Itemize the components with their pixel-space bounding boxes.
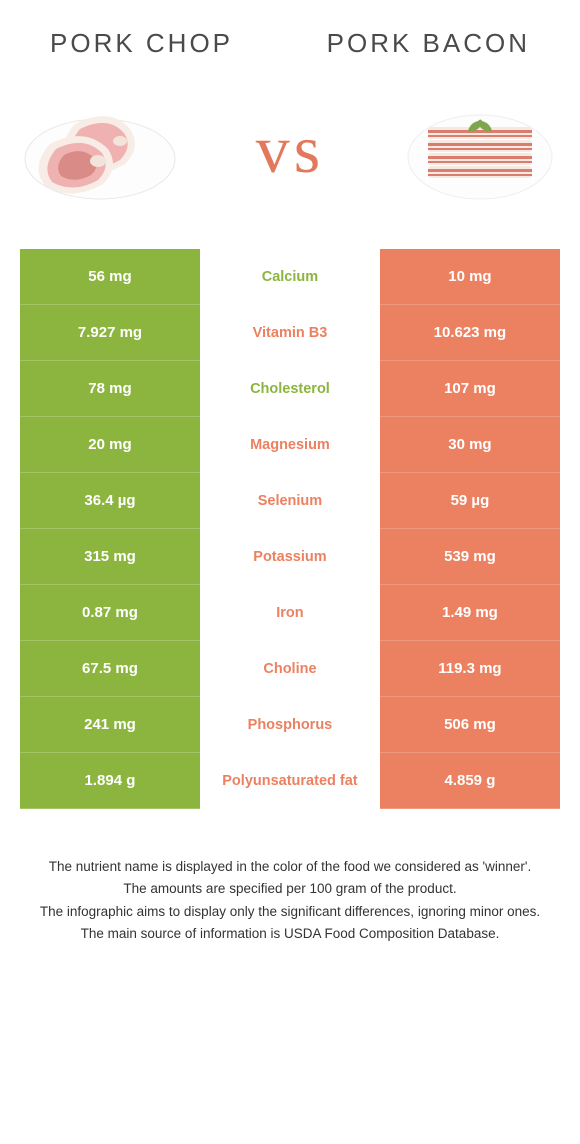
value-left: 56 mg — [20, 249, 200, 305]
table-row: 36.4 µgSelenium59 µg — [20, 473, 560, 529]
footer-line: The main source of information is USDA F… — [36, 924, 544, 944]
value-left: 241 mg — [20, 697, 200, 753]
value-left: 315 mg — [20, 529, 200, 585]
value-right: 59 µg — [380, 473, 560, 529]
footer-line: The amounts are specified per 100 gram o… — [36, 879, 544, 899]
vs-label: vs — [256, 110, 324, 189]
footer-line: The nutrient name is displayed in the co… — [36, 857, 544, 877]
value-left: 36.4 µg — [20, 473, 200, 529]
nutrient-label: Iron — [200, 585, 380, 641]
table-row: 7.927 mgVitamin B310.623 mg — [20, 305, 560, 361]
value-right: 1.49 mg — [380, 585, 560, 641]
nutrient-label: Magnesium — [200, 417, 380, 473]
value-right: 506 mg — [380, 697, 560, 753]
nutrient-label: Calcium — [200, 249, 380, 305]
value-left: 20 mg — [20, 417, 200, 473]
footer-notes: The nutrient name is displayed in the co… — [0, 809, 580, 944]
nutrient-label: Selenium — [200, 473, 380, 529]
table-row: 241 mgPhosphorus506 mg — [20, 697, 560, 753]
value-right: 30 mg — [380, 417, 560, 473]
value-left: 1.894 g — [20, 753, 200, 809]
table-row: 56 mgCalcium10 mg — [20, 249, 560, 305]
value-right: 4.859 g — [380, 753, 560, 809]
table-row: 20 mgMagnesium30 mg — [20, 417, 560, 473]
nutrient-label: Potassium — [200, 529, 380, 585]
table-row: 1.894 gPolyunsaturated fat4.859 g — [20, 753, 560, 809]
value-right: 539 mg — [380, 529, 560, 585]
title-left: Pork chop — [50, 28, 233, 59]
pork-bacon-image — [400, 89, 560, 209]
table-row: 67.5 mgCholine119.3 mg — [20, 641, 560, 697]
table-row: 0.87 mgIron1.49 mg — [20, 585, 560, 641]
footer-line: The infographic aims to display only the… — [36, 902, 544, 922]
nutrient-label: Phosphorus — [200, 697, 380, 753]
nutrient-label: Vitamin B3 — [200, 305, 380, 361]
comparison-table: 56 mgCalcium10 mg7.927 mgVitamin B310.62… — [20, 249, 560, 809]
pork-chop-image — [20, 89, 180, 209]
title-right: Pork bacon — [327, 28, 530, 59]
table-row: 315 mgPotassium539 mg — [20, 529, 560, 585]
table-row: 78 mgCholesterol107 mg — [20, 361, 560, 417]
nutrient-label: Choline — [200, 641, 380, 697]
value-right: 119.3 mg — [380, 641, 560, 697]
header: Pork chop Pork bacon — [0, 0, 580, 69]
value-left: 67.5 mg — [20, 641, 200, 697]
value-left: 78 mg — [20, 361, 200, 417]
images-row: vs — [0, 69, 580, 219]
value-right: 10.623 mg — [380, 305, 560, 361]
nutrient-label: Cholesterol — [200, 361, 380, 417]
value-right: 107 mg — [380, 361, 560, 417]
nutrient-label: Polyunsaturated fat — [200, 753, 380, 809]
value-left: 7.927 mg — [20, 305, 200, 361]
value-right: 10 mg — [380, 249, 560, 305]
value-left: 0.87 mg — [20, 585, 200, 641]
